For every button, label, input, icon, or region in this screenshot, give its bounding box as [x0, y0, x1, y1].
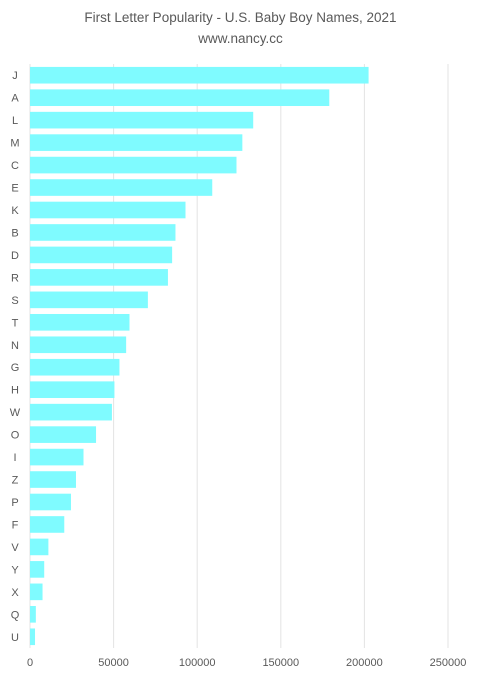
y-tick-label: N: [11, 340, 19, 352]
y-tick-label: L: [12, 115, 18, 127]
x-tick-label: 50000: [98, 657, 129, 669]
bar-z: [30, 471, 76, 488]
bars: [30, 66, 369, 646]
y-tick-label: D: [11, 250, 19, 262]
chart-title: First Letter Popularity - U.S. Baby Boy …: [84, 10, 397, 25]
bar-g: [30, 358, 120, 376]
chart-subtitle: www.nancy.cc: [198, 31, 283, 46]
y-tick-label: Z: [12, 475, 19, 487]
y-tick-label: A: [11, 93, 19, 105]
bar-e: [30, 179, 213, 196]
bar-f: [30, 516, 65, 533]
y-tick-label: T: [12, 317, 19, 329]
y-tick-label: H: [11, 385, 19, 397]
bar-y: [30, 561, 45, 578]
bar-v: [30, 538, 49, 556]
y-tick-label: C: [11, 160, 19, 172]
bar-m: [30, 134, 243, 151]
y-tick-label: S: [11, 295, 18, 307]
y-tick-label: G: [11, 362, 20, 374]
y-tick-label: I: [13, 452, 16, 464]
bar-s: [30, 291, 148, 309]
y-tick-label: K: [11, 205, 19, 217]
bar-p: [30, 493, 71, 511]
y-tick-label: V: [11, 542, 19, 554]
bar-u: [30, 628, 36, 646]
bar-w: [30, 403, 112, 421]
y-tick-label: B: [11, 227, 18, 239]
bar-d: [30, 246, 173, 264]
y-tick-label: R: [11, 272, 19, 284]
bar-a: [30, 89, 330, 107]
y-tick-label: P: [11, 497, 18, 509]
bar-n: [30, 336, 127, 354]
x-axis: 0 50000 100000 150000 200000 250000: [27, 657, 466, 669]
x-tick-label: 150000: [262, 657, 299, 669]
bar-k: [30, 201, 186, 219]
bar-q: [30, 605, 36, 623]
bar-o: [30, 426, 97, 443]
bar-l: [30, 111, 254, 129]
x-tick-label: 250000: [430, 657, 467, 669]
bar-r: [30, 269, 168, 286]
bar-b: [30, 224, 176, 241]
x-tick-label: 0: [27, 657, 33, 669]
x-tick-label: 100000: [179, 657, 216, 669]
y-tick-label: J: [12, 70, 18, 82]
bar-i: [30, 448, 84, 466]
y-tick-label: O: [11, 430, 20, 442]
y-tick-label: M: [10, 138, 19, 150]
y-tick-label: W: [10, 407, 21, 419]
bar-h: [30, 381, 115, 399]
x-tick-label: 200000: [346, 657, 383, 669]
bar-t: [30, 313, 130, 331]
bar-c: [30, 156, 237, 174]
y-tick-label: X: [11, 587, 19, 599]
bar-j: [30, 66, 369, 84]
y-tick-label: Q: [11, 609, 20, 621]
bar-x: [30, 583, 43, 601]
gridlines: [29, 64, 449, 648]
y-tick-label: U: [11, 632, 19, 644]
y-tick-label: E: [11, 183, 18, 195]
y-tick-label: Y: [11, 564, 19, 576]
y-tick-label: F: [12, 519, 19, 531]
